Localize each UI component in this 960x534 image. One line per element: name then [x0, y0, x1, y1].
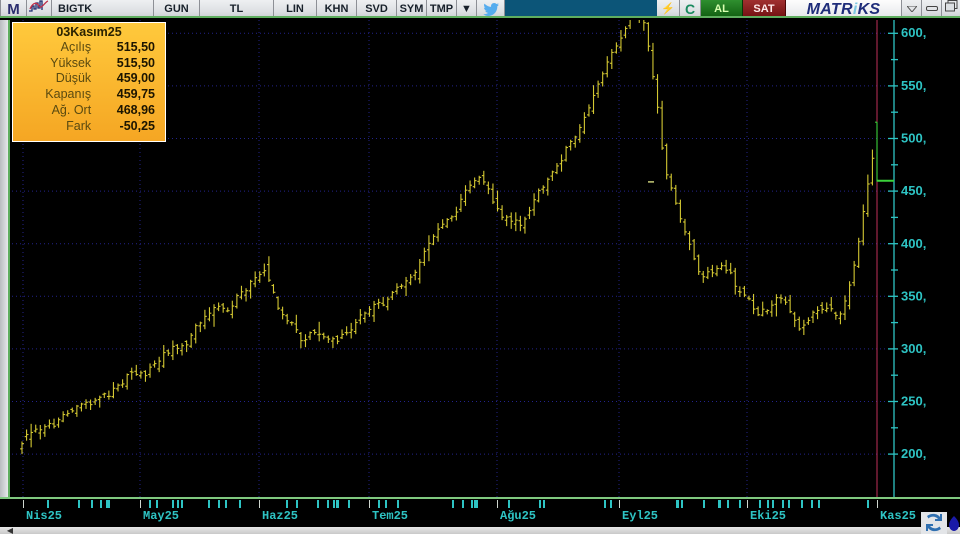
svg-text:200,: 200,: [901, 446, 926, 461]
svg-text:400,: 400,: [901, 236, 926, 251]
svg-text:550,: 550,: [901, 78, 926, 93]
svg-text:300,: 300,: [901, 341, 926, 356]
svg-text:250,: 250,: [901, 394, 926, 409]
svg-text:450,: 450,: [901, 183, 926, 198]
svg-text:500,: 500,: [901, 131, 926, 146]
svg-text:600,: 600,: [901, 25, 926, 40]
svg-text:350,: 350,: [901, 289, 926, 304]
